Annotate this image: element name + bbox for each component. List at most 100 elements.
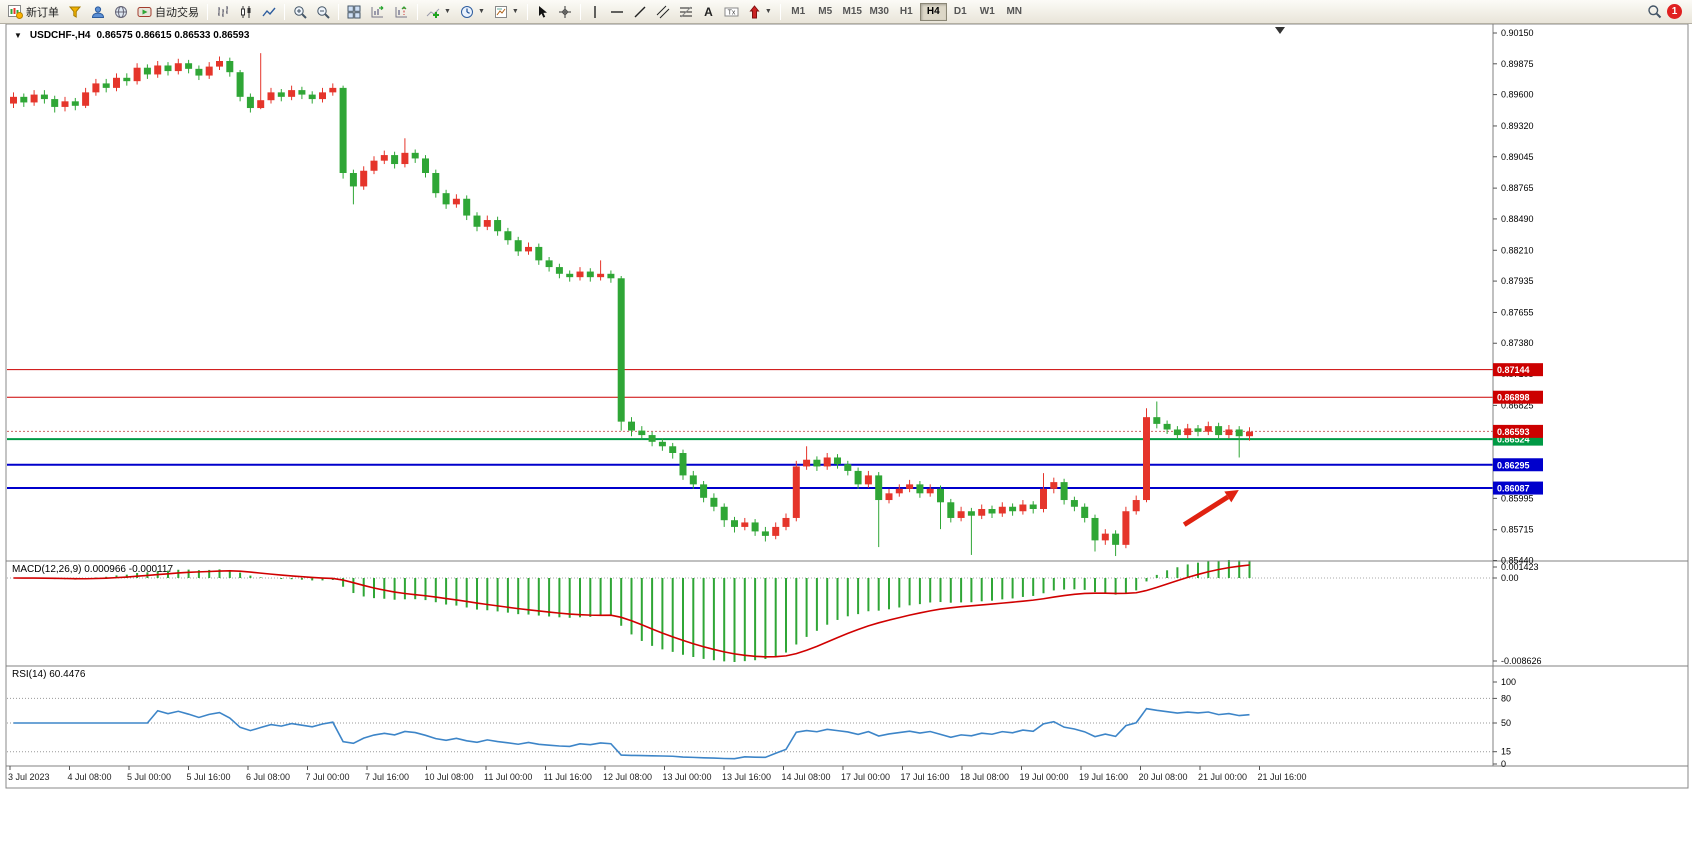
- cursor-button[interactable]: [532, 2, 553, 22]
- filter-button[interactable]: [64, 2, 86, 22]
- new-order-button[interactable]: 新订单: [4, 2, 63, 22]
- arrows-button[interactable]: ▼: [744, 2, 776, 22]
- vertical-line-button[interactable]: [585, 2, 605, 22]
- toolbar-separator: [526, 3, 528, 20]
- timeframe-m30-button[interactable]: M30: [866, 3, 893, 21]
- price-axis-tick: 0.88210: [1501, 245, 1534, 255]
- price-axis-tick: 0.87380: [1501, 338, 1534, 348]
- trendline-button[interactable]: [629, 2, 651, 22]
- line-chart-button[interactable]: [258, 2, 280, 22]
- price-axis-tick: 0.85995: [1501, 493, 1534, 503]
- auto-trading-button[interactable]: 自动交易: [133, 2, 203, 22]
- chart-shift-marker[interactable]: [1275, 27, 1285, 34]
- price-axis-tick: 0.87935: [1501, 276, 1534, 286]
- time-axis-tick: 18 Jul 08:00: [960, 772, 1009, 782]
- crosshair-button[interactable]: [554, 2, 576, 22]
- time-axis-tick: 12 Jul 08:00: [603, 772, 652, 782]
- zoom-in-button[interactable]: [289, 2, 311, 22]
- time-axis-tick: 21 Jul 16:00: [1258, 772, 1307, 782]
- timeframe-d1-button[interactable]: D1: [947, 3, 974, 21]
- time-axis-tick: 5 Jul 16:00: [187, 772, 231, 782]
- toolbar-separator: [207, 3, 208, 20]
- rsi-axis-label: 100: [1501, 677, 1516, 687]
- svg-text:A: A: [704, 5, 713, 19]
- svg-text:Tx: Tx: [727, 9, 735, 16]
- funnel-icon: [68, 6, 82, 18]
- bar-chart-button[interactable]: [212, 2, 234, 22]
- periods-button[interactable]: ▼: [456, 2, 489, 22]
- macd-signal-line: [13, 564, 1250, 658]
- price-axis-tick: 0.89600: [1501, 90, 1534, 100]
- timeframe-m5-button[interactable]: M5: [812, 3, 839, 21]
- time-axis-tick: 13 Jul 16:00: [722, 772, 771, 782]
- price-tag: [1493, 481, 1543, 495]
- rsi-axis-label: 80: [1501, 693, 1511, 703]
- horizontal-line-icon: [610, 10, 623, 13]
- timeframe-m1-button[interactable]: M1: [785, 3, 812, 21]
- chevron-down-icon: ▼: [764, 8, 772, 15]
- new-order-icon: [8, 5, 23, 19]
- profile-icon: [91, 5, 105, 18]
- price-axis-tick: 0.89045: [1501, 152, 1534, 162]
- chart-window[interactable]: 0.90150 0.89875 0.89600 0.89320 0.89045 0.887…: [0, 23, 1692, 850]
- template-icon: [494, 5, 507, 18]
- templates-button[interactable]: ▼: [490, 2, 523, 22]
- text-button[interactable]: A: [698, 2, 719, 22]
- macd-axis-label: -0.008626: [1501, 656, 1542, 666]
- fibonacci-button[interactable]: [675, 2, 697, 22]
- price-tag: [1493, 390, 1543, 404]
- timeframe-mn-button[interactable]: MN: [1001, 3, 1028, 21]
- rsi-axis-label: 15: [1501, 747, 1511, 757]
- indicators-button[interactable]: ▼: [422, 2, 455, 22]
- channel-button[interactable]: [652, 2, 674, 22]
- arrow-annotation[interactable]: [1182, 494, 1230, 527]
- chevron-down-icon: ▼: [477, 8, 485, 15]
- timeframe-m15-button[interactable]: M15: [839, 3, 866, 21]
- text-label-button[interactable]: Tx: [720, 2, 743, 22]
- globe-icon: [115, 5, 127, 18]
- toolbar-separator: [284, 3, 285, 20]
- tile-windows-button[interactable]: [343, 2, 365, 22]
- zoom-out-button[interactable]: [312, 2, 334, 22]
- text-icon: A: [704, 5, 713, 19]
- label-icon: Tx: [724, 7, 739, 16]
- horizontal-line-button[interactable]: [606, 2, 628, 22]
- timeframe-w1-button[interactable]: W1: [974, 3, 1001, 21]
- chart-shift-icon: [395, 5, 407, 17]
- bar-chart-icon: [218, 5, 228, 17]
- time-axis-tick: 7 Jul 16:00: [365, 772, 409, 782]
- timeframe-h4-button[interactable]: H4: [919, 2, 947, 21]
- crosshair-icon: [558, 5, 571, 18]
- time-axis-tick: 4 Jul 08:00: [68, 772, 112, 782]
- time-axis-tick: 14 Jul 08:00: [782, 772, 831, 782]
- rsi-axis-label: 0: [1501, 759, 1506, 769]
- time-axis-tick: 5 Jul 00:00: [127, 772, 171, 782]
- arrow-annotation-head: [1224, 489, 1239, 503]
- time-axis-tick: 17 Jul 16:00: [901, 772, 950, 782]
- toolbar-separator: [338, 3, 339, 20]
- zoom-out-icon: [317, 5, 330, 19]
- timeframe-h1-button[interactable]: H1: [893, 3, 920, 21]
- time-axis-tick: 7 Jul 00:00: [306, 772, 350, 782]
- rsi-line: [13, 707, 1250, 760]
- auto-scroll-button[interactable]: [366, 2, 389, 22]
- candlestick-chart-button[interactable]: [235, 2, 257, 22]
- time-axis-tick: 20 Jul 08:00: [1139, 772, 1188, 782]
- candlestick-icon: [241, 5, 251, 18]
- zoom-in-icon: [294, 5, 307, 19]
- toolbar-separator: [779, 3, 781, 20]
- auto-scroll-icon: [371, 5, 384, 17]
- search-button[interactable]: [1643, 2, 1666, 22]
- vertical-line-icon: [594, 5, 596, 18]
- line-chart-icon: [262, 7, 276, 16]
- web-button[interactable]: [110, 2, 132, 22]
- rsi-axis-label: 50: [1501, 718, 1511, 728]
- chart-shift-button[interactable]: [390, 2, 413, 22]
- price-chart[interactable]: 0.90150 0.89875 0.89600 0.89320 0.89045 0.887…: [0, 23, 1692, 814]
- search-icon: [1648, 5, 1662, 19]
- price-axis-tick: 0.89320: [1501, 121, 1534, 131]
- notification-badge[interactable]: 1: [1667, 4, 1682, 19]
- profile-button[interactable]: [87, 2, 109, 22]
- chevron-down-icon: ▼: [511, 8, 519, 15]
- time-axis-tick: 11 Jul 00:00: [484, 772, 532, 782]
